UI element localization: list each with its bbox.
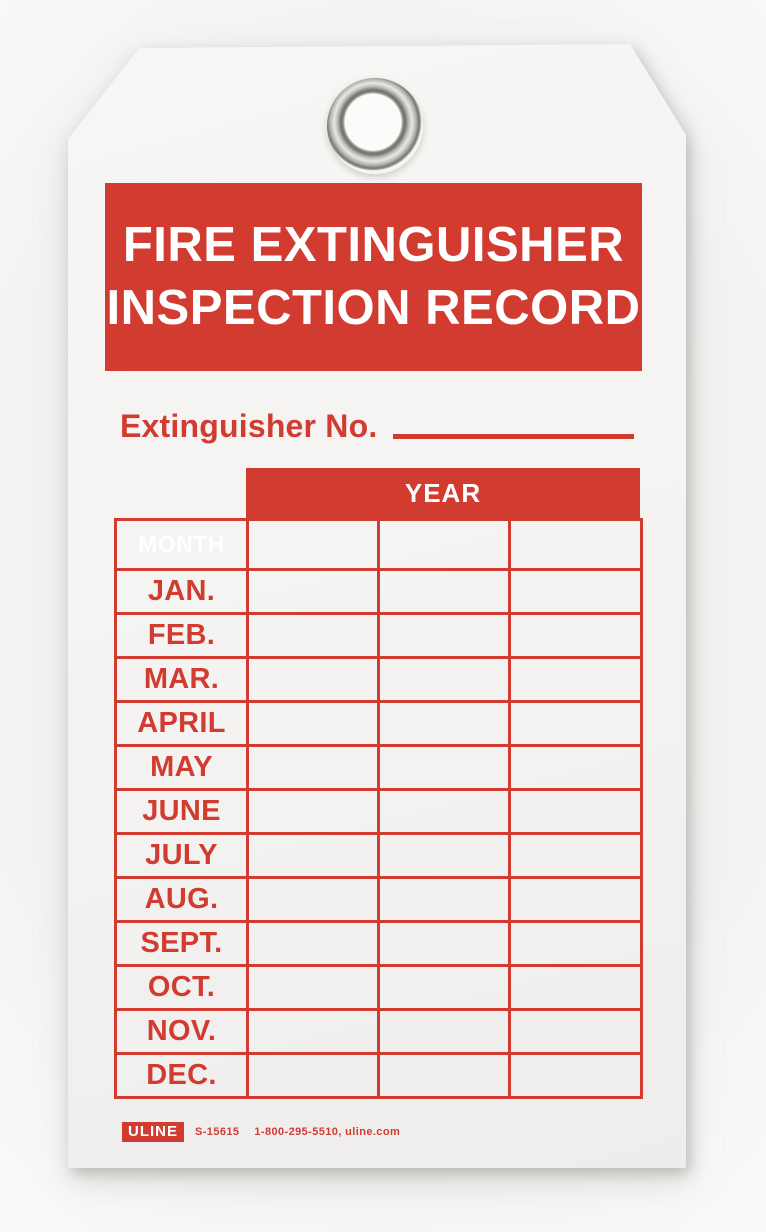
inspection-entry-cell [508,700,643,747]
inspection-entry-cell [377,656,511,703]
inspection-entry-cell [246,568,380,615]
inspection-entry-cell [508,832,643,879]
inspection-entry-cell [377,1052,511,1099]
month-label: AUG. [114,876,249,923]
inspection-entry-cell [246,700,380,747]
month-row: OCT. [114,964,643,1011]
month-row: AUG. [114,876,643,923]
inspection-entry-cell [246,788,380,835]
inspection-entry-cell [377,568,511,615]
inspection-entry-cell [508,612,643,659]
inspection-entry-cell [508,920,643,967]
month-header-cell: MONTH [114,518,249,571]
month-grid-body: MONTH JAN. FEB. MAR. APRIL MAY JUNE JULY AUG. SE… [114,518,643,1099]
month-label: SEPT. [114,920,249,967]
year-value-cell [377,518,511,571]
inspection-entry-cell [246,964,380,1011]
year-value-cell [246,518,380,571]
tag-footer: ULINE S-15615 1-800-295-5510, uline.com [122,1120,400,1144]
month-label: JULY [114,832,249,879]
inspection-entry-cell [246,656,380,703]
inspection-entry-cell [508,788,643,835]
extinguisher-number-row: Extinguisher No. [120,402,634,444]
month-label: OCT. [114,964,249,1011]
inspection-entry-cell [377,744,511,791]
table-header-row: MONTH [114,518,643,571]
part-number: S-15615 [195,1126,240,1138]
month-row: SEPT. [114,920,643,967]
year-header-label: YEAR [404,477,482,508]
month-row: MAR. [114,656,643,703]
month-row: DEC. [114,1052,643,1099]
inspection-entry-cell [508,656,643,703]
tag-shadow-wrap: FIRE EXTINGUISHER INSPECTION RECORD Exti… [68,42,686,1168]
tag-title-block: FIRE EXTINGUISHER INSPECTION RECORD [105,183,642,371]
inspection-entry-cell [508,568,643,615]
month-label: APRIL [114,700,249,747]
title-line-1: FIRE EXTINGUISHER [122,218,625,272]
uline-logo: ULINE [122,1122,184,1142]
inspection-entry-cell [377,700,511,747]
month-row: NOV. [114,1008,643,1055]
inspection-entry-cell [377,788,511,835]
inspection-entry-cell [377,964,511,1011]
month-label: FEB. [114,612,249,659]
inspection-entry-cell [377,832,511,879]
inspection-entry-cell [246,876,380,923]
inspection-entry-cell [246,1052,380,1099]
month-label: JUNE [114,788,249,835]
grommet-eyelet [327,78,423,174]
title-line-2: INSPECTION RECORD [106,281,641,335]
month-label: MAY [114,744,249,791]
inspection-entry-cell [508,744,643,791]
inspection-entry-cell [508,1052,643,1099]
inspection-tag: FIRE EXTINGUISHER INSPECTION RECORD Exti… [68,44,686,1168]
inspection-entry-cell [246,832,380,879]
month-row: JULY [114,832,643,879]
month-label: MAR. [114,656,249,703]
extinguisher-number-label: Extinguisher No. [120,407,378,444]
inspection-entry-cell [508,964,643,1011]
phone-website: 1-800-295-5510, uline.com [254,1126,401,1138]
month-row: JAN. [114,568,643,615]
inspection-entry-cell [246,920,380,967]
inspection-entry-cell [377,876,511,923]
inspection-entry-cell [377,920,511,967]
year-header-bar: YEAR [246,468,640,518]
inspection-entry-cell [246,1008,380,1055]
month-label: DEC. [114,1052,249,1099]
inspection-entry-cell [508,876,643,923]
inspection-table: MONTH JAN. FEB. MAR. APRIL MAY JUNE JULY AUG. SE… [114,518,643,1099]
month-row: APRIL [114,700,643,747]
month-label: NOV. [114,1008,249,1055]
month-row: FEB. [114,612,643,659]
inspection-entry-cell [508,1008,643,1055]
inspection-entry-cell [246,612,380,659]
month-row: JUNE [114,788,643,835]
inspection-entry-cell [377,612,511,659]
inspection-entry-cell [246,744,380,791]
month-label: JAN. [114,568,249,615]
year-value-cell [508,518,643,571]
extinguisher-number-blank-line [393,434,634,439]
inspection-entry-cell [377,1008,511,1055]
month-row: MAY [114,744,643,791]
